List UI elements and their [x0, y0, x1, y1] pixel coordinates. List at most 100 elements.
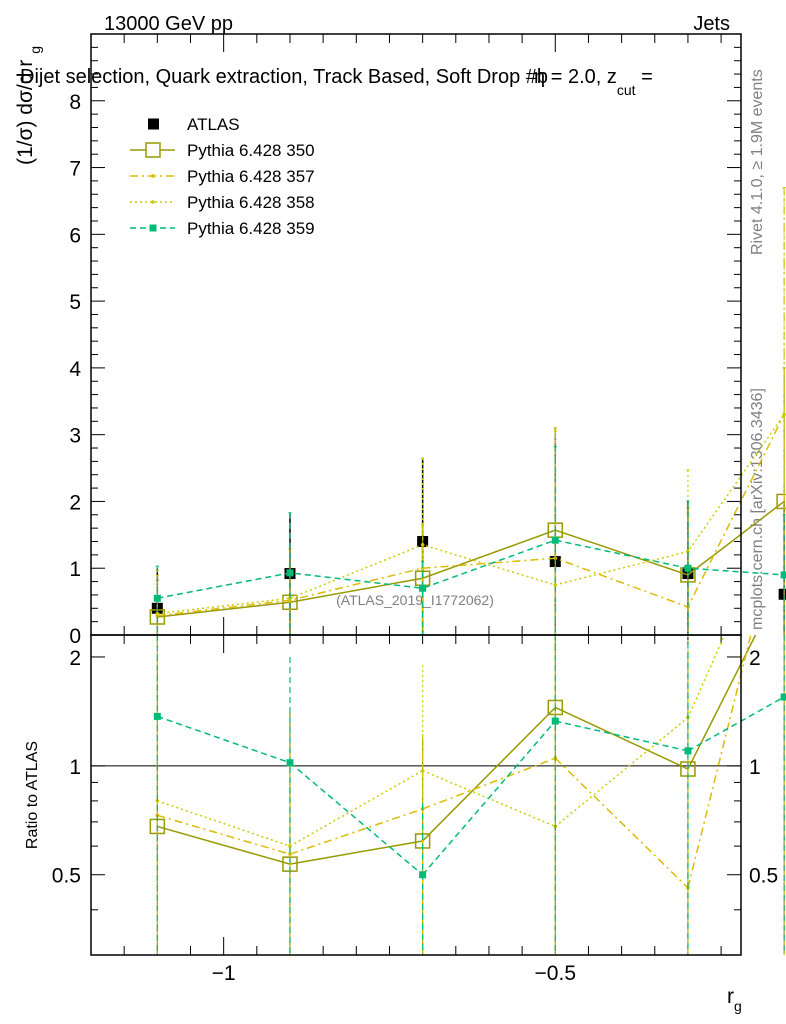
ratio-tick-label-right: 1 [749, 756, 761, 779]
side-label-bottom: mcplots.cern.ch [arXiv:1306.3436] [749, 388, 766, 630]
ylabel-subscript: g [27, 46, 43, 54]
legend-marker [149, 224, 157, 232]
legend-item: Pythia 6.428 359 [130, 219, 315, 238]
data-point [420, 543, 425, 547]
legend-label: Pythia 6.428 357 [187, 167, 315, 186]
ratio-line-segment [157, 800, 291, 847]
ratio-line-segment [422, 720, 556, 876]
ratio-tick-label: 1 [69, 756, 81, 779]
legend-item: Pythia 6.428 357 [130, 167, 315, 186]
svg-text:(1/σ) dσ/d rg: (1/σ) dσ/d r g [14, 46, 43, 165]
data-point [286, 569, 294, 577]
ratio-tick-label: 0.5 [52, 865, 81, 888]
ratio-point [288, 844, 292, 848]
data-point [782, 412, 786, 417]
xlabel-main: r [727, 985, 734, 1008]
ratio-line-segment [157, 715, 291, 764]
ratio-tick-label: 2 [69, 647, 81, 670]
title-subscript: cut [617, 82, 636, 98]
data-point [778, 588, 786, 600]
y-tick-label: 3 [69, 425, 81, 448]
x-tick-label: −1 [212, 962, 236, 985]
ratio-line-segment [289, 762, 424, 876]
legend-label: ATLAS [187, 115, 240, 134]
y-tick-label: 4 [69, 358, 81, 381]
legend-marker [145, 142, 161, 158]
main-axis-ticks: 0 1 2 3 4 5 6 7 8 [69, 33, 741, 648]
ratio-line-segment [157, 814, 291, 855]
ratio-point [420, 768, 425, 773]
ratio-point [286, 759, 294, 767]
x-axis-label: rg [727, 985, 742, 1014]
title-main: Dijet selection, Quark extraction, Track… [20, 66, 548, 88]
legend-label: Pythia 6.428 358 [187, 193, 315, 212]
legend-marker [151, 174, 155, 178]
series-line [157, 539, 785, 600]
ratio-line-segment [289, 769, 424, 847]
ratio-point [551, 717, 559, 725]
ratio-y-axis-label: Ratio to ATLAS [24, 741, 41, 849]
chart-title: Dijet selection, Quark extraction, Track… [20, 66, 653, 98]
ratio-series-pythia-6-428-358 [155, 634, 785, 955]
series-pythia-6-428-359 [153, 446, 786, 635]
data-point [780, 571, 786, 579]
ratio-line-segment [422, 706, 556, 842]
ratio-series-pythia-6-428-359 [153, 635, 786, 955]
ratio-line-segment [289, 840, 423, 865]
side-label-top: Rivet 4.1.0, ≥ 1.9M events [749, 69, 766, 255]
ratio-line-segment [687, 696, 785, 752]
ratio-line-segment [554, 757, 689, 889]
series-line [157, 414, 785, 617]
y-tick-label: 8 [69, 91, 81, 114]
y-tick-label: 2 [69, 491, 81, 514]
ratio-line-segment [554, 716, 689, 828]
legend-item: Pythia 6.428 358 [130, 193, 315, 212]
legend-item: ATLAS [148, 115, 240, 134]
xlabel-subscript: g [734, 998, 742, 1014]
ratio-tick-label-right: 0.5 [749, 865, 778, 888]
ratio-series-pythia-6-428-357 [155, 634, 785, 955]
legend-marker [151, 200, 155, 204]
y-axis-label: (1/σ) dσ/d r g [14, 46, 43, 165]
legend-label: Pythia 6.428 359 [187, 219, 315, 238]
main-series-group [149, 186, 786, 635]
analysis-label: (ATLAS_2019_I1772062) [336, 592, 494, 608]
ratio-line-segment [554, 706, 689, 770]
ratio-axis-ticks: 0.5 0.5 1 1 2 2 [52, 647, 778, 911]
title-tail: η = 2.0, z [534, 66, 617, 88]
y-tick-label: 0 [69, 625, 81, 648]
y-tick-label: 7 [69, 158, 81, 181]
data-point [153, 594, 161, 602]
ratio-line-segment [687, 634, 757, 770]
legend-label: Pythia 6.428 350 [187, 141, 315, 160]
ratio-point [780, 693, 786, 701]
x-axis-ticks: −1 −0.5 [90, 34, 722, 985]
y-tick-label: 1 [69, 558, 81, 581]
x-tick-label: −0.5 [535, 962, 576, 985]
legend-item: Pythia 6.428 350 [130, 141, 315, 160]
data-point [419, 584, 427, 592]
ratio-point [684, 747, 692, 755]
ratio-frame [90, 634, 742, 956]
data-point [155, 611, 160, 616]
legend-marker [148, 118, 159, 130]
header-right: Jets [693, 13, 730, 35]
series-line [157, 414, 785, 615]
series-line [157, 500, 785, 618]
ratio-line-segment [555, 720, 689, 752]
ratio-tick-label-right: 2 [749, 647, 761, 670]
ratio-series-group [149, 634, 786, 955]
data-point [553, 583, 558, 587]
ratio-line-segment [687, 634, 726, 718]
header-left: 13000 GeV pp [104, 13, 233, 35]
y-tick-label: 6 [69, 224, 81, 247]
ratio-line-segment [157, 825, 291, 865]
data-point [551, 536, 559, 544]
ratio-point [419, 871, 427, 879]
ratio-series-pythia-6-428-350 [149, 634, 785, 955]
ratio-line-segment [289, 808, 423, 855]
data-point [684, 564, 692, 572]
ratio-line-segment [422, 757, 556, 810]
legend: ATLAS Pythia 6.428 350 Pythia 6.428 357 Pyt… [130, 115, 315, 238]
